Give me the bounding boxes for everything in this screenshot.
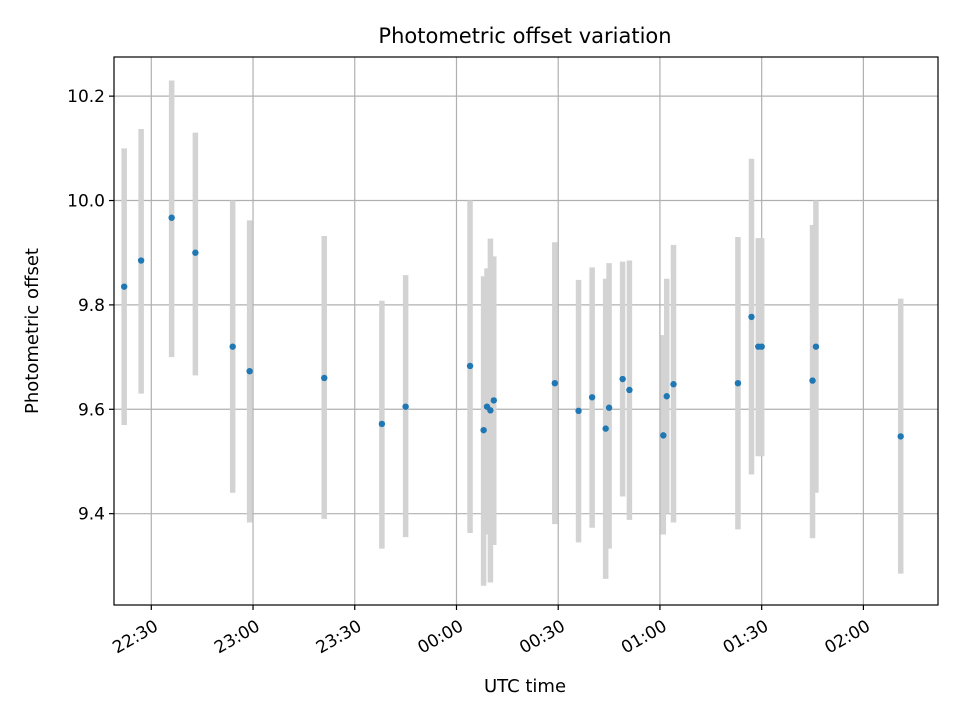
- chart-title: Photometric offset variation: [378, 24, 671, 48]
- data-point: [480, 426, 487, 434]
- x-axis-label: UTC time: [484, 676, 566, 697]
- data-point: [192, 249, 199, 256]
- data-point: [246, 367, 253, 375]
- data-point: [602, 425, 609, 432]
- y-tick-label: 9.6: [78, 400, 105, 420]
- data-point: [734, 379, 742, 387]
- data-point: [748, 313, 755, 321]
- data-point: [663, 393, 670, 400]
- y-axis-label: Photometric offset: [22, 248, 43, 414]
- data-point: [897, 433, 904, 440]
- point-layer: [120, 214, 904, 440]
- y-tick-label: 10.0: [67, 192, 105, 212]
- data-point: [605, 404, 613, 411]
- plot-frame: [113, 56, 939, 606]
- data-point: [809, 377, 816, 384]
- data-point: [321, 374, 328, 382]
- data-point: [120, 283, 128, 290]
- data-point: [551, 379, 559, 387]
- data-point: [588, 394, 596, 401]
- data-point: [490, 397, 497, 404]
- data-point: [626, 386, 633, 394]
- data-point: [229, 343, 236, 350]
- data-point: [137, 257, 145, 264]
- data-point: [758, 343, 765, 350]
- y-tick-label: 9.4: [78, 505, 105, 525]
- y-tick-label: 10.2: [67, 87, 105, 107]
- data-point: [168, 214, 175, 221]
- y-axis-ticks: 9.4 9.6 9.8 10.0 10.2: [67, 87, 114, 525]
- y-tick-label: 9.8: [78, 296, 105, 316]
- data-point: [670, 381, 677, 388]
- data-point: [619, 375, 626, 383]
- data-point: [812, 343, 820, 350]
- data-point: [402, 403, 409, 410]
- data-point: [575, 407, 582, 415]
- data-point: [487, 407, 494, 414]
- data-point: [660, 432, 667, 439]
- data-point: [378, 420, 386, 428]
- data-point: [466, 362, 474, 370]
